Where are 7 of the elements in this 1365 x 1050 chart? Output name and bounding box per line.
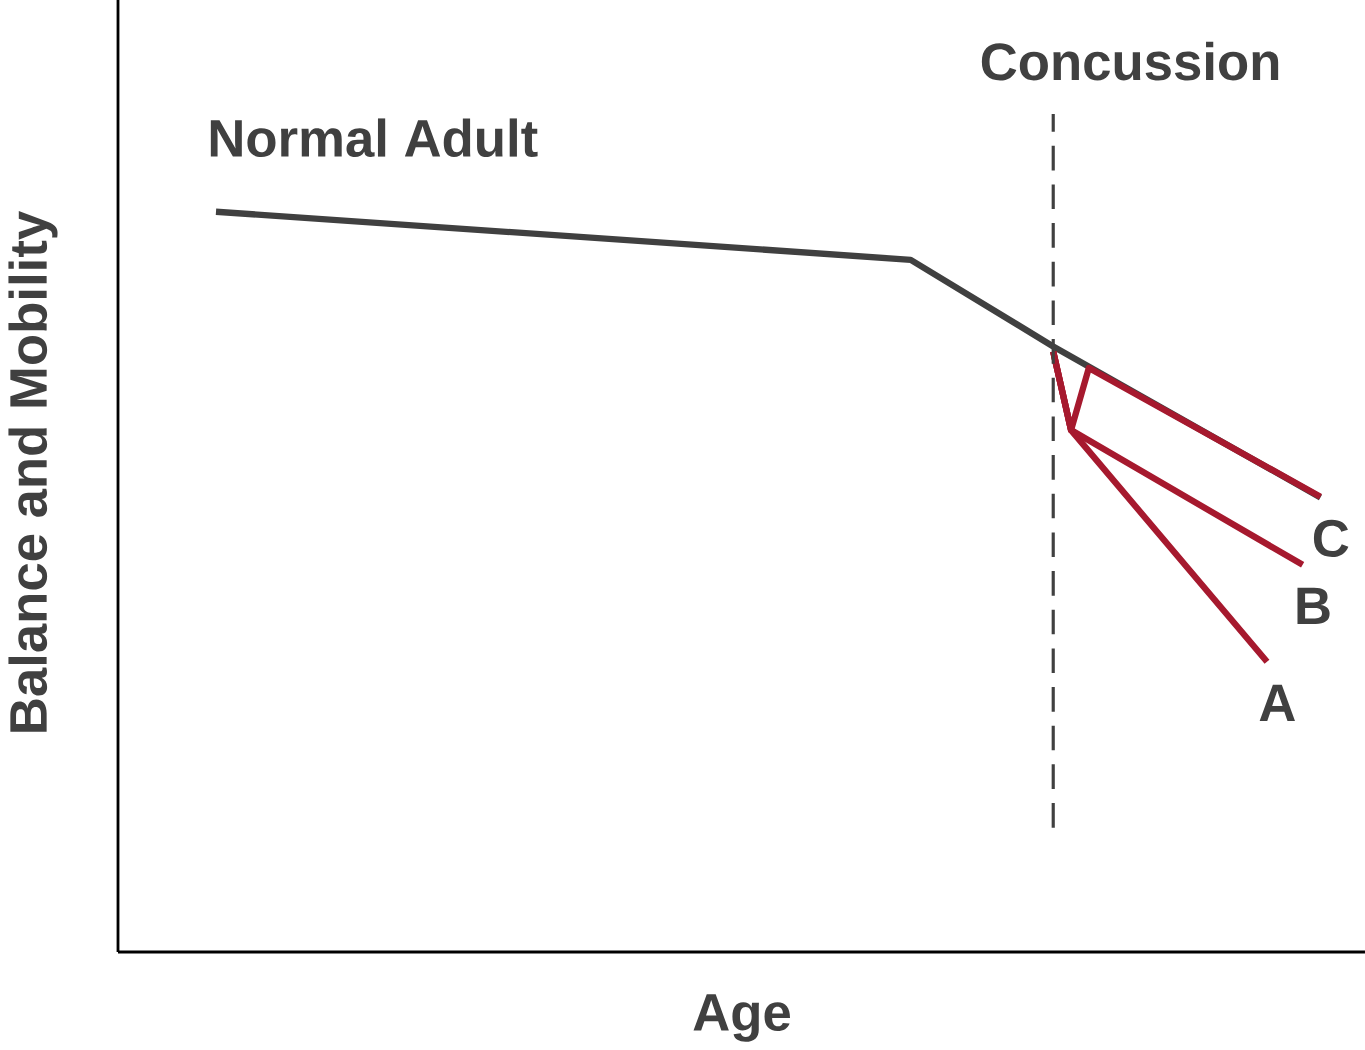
x-axis-title: Age	[693, 994, 790, 1042]
text: Concussion	[981, 41, 1279, 81]
y-axis-title: Balance and Mobility	[8, 211, 58, 732]
series-label: Normal Adult	[210, 118, 538, 158]
series-label: C	[1313, 519, 1349, 557]
series-label: A	[1259, 684, 1295, 722]
series-label: B	[1297, 587, 1330, 625]
